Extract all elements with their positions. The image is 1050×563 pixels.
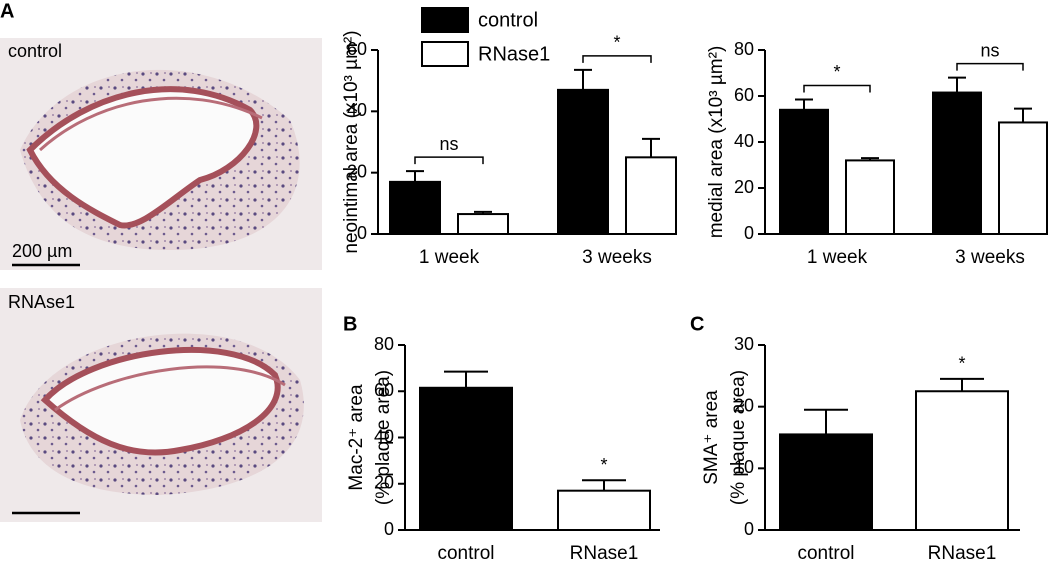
significance-bracket xyxy=(803,84,871,93)
y-axis-label: (% plaque area) xyxy=(728,370,749,505)
bar xyxy=(389,180,441,236)
y-tick-label: 20 xyxy=(347,161,367,181)
bar xyxy=(557,88,609,235)
x-tick-label: RNase1 xyxy=(570,543,639,563)
bar xyxy=(625,156,677,235)
y-tick-label: 0 xyxy=(357,223,367,243)
panel-label: A xyxy=(0,0,14,22)
significance-label: ns xyxy=(980,40,999,60)
y-tick-label: 20 xyxy=(374,473,394,493)
x-tick-label: control xyxy=(437,543,494,563)
y-tick-label: 10 xyxy=(734,457,754,477)
scale-bar-label: 200 µm xyxy=(12,241,72,261)
bar xyxy=(779,433,873,531)
image-label: control xyxy=(8,41,62,61)
legend-label: RNase1 xyxy=(478,43,550,65)
histology-image xyxy=(0,38,322,270)
bar xyxy=(845,159,895,235)
y-axis-label: (% plaque area) xyxy=(373,370,394,505)
y-tick-label: 0 xyxy=(744,519,754,539)
image-label: RNAse1 xyxy=(8,292,75,312)
y-tick-label: 30 xyxy=(734,334,754,354)
y-tick-label: 0 xyxy=(744,223,754,243)
significance-bracket xyxy=(582,55,652,63)
histology-image xyxy=(0,288,322,522)
x-tick-label: control xyxy=(797,543,854,563)
bar xyxy=(457,213,509,235)
y-tick-label: 40 xyxy=(347,100,367,120)
bar xyxy=(419,386,513,531)
panel-label: C xyxy=(690,313,704,335)
y-axis-label: neointimal area (x10³ µm²) xyxy=(341,30,362,253)
significance-label: * xyxy=(613,33,620,53)
legend-label: control xyxy=(478,9,538,31)
significance-label: * xyxy=(958,354,965,374)
y-axis-label: medial area (x10³ µm²) xyxy=(706,46,727,239)
bar xyxy=(998,121,1048,235)
x-tick-label: 3 weeks xyxy=(582,247,652,268)
significance-label: * xyxy=(833,62,840,82)
y-tick-label: 40 xyxy=(374,426,394,446)
legend-swatch xyxy=(421,41,469,67)
significance-bracket xyxy=(956,62,1024,71)
x-tick-label: 1 week xyxy=(419,247,480,268)
y-tick-label: 60 xyxy=(734,85,754,105)
y-tick-label: 0 xyxy=(384,519,394,539)
x-tick-label: RNase1 xyxy=(928,543,997,563)
x-tick-label: 3 weeks xyxy=(955,247,1025,268)
bar xyxy=(932,91,982,235)
bar xyxy=(915,390,1009,531)
x-tick-label: 1 week xyxy=(807,247,868,268)
legend-swatch xyxy=(421,7,469,33)
y-axis-label: SMA⁺ area xyxy=(701,390,722,485)
significance-label: * xyxy=(600,455,607,475)
y-tick-label: 80 xyxy=(374,334,394,354)
y-tick-label: 20 xyxy=(734,395,754,415)
significance-label: ns xyxy=(439,134,458,154)
significance-bracket xyxy=(414,156,484,165)
bar xyxy=(557,489,651,531)
y-tick-label: 80 xyxy=(734,39,754,59)
bar xyxy=(779,108,829,235)
y-tick-label: 40 xyxy=(734,131,754,151)
y-tick-label: 60 xyxy=(347,39,367,59)
y-tick-label: 60 xyxy=(374,380,394,400)
y-axis-label: Mac-2⁺ area xyxy=(346,384,367,491)
panel-label: B xyxy=(343,313,357,335)
y-tick-label: 20 xyxy=(734,177,754,197)
